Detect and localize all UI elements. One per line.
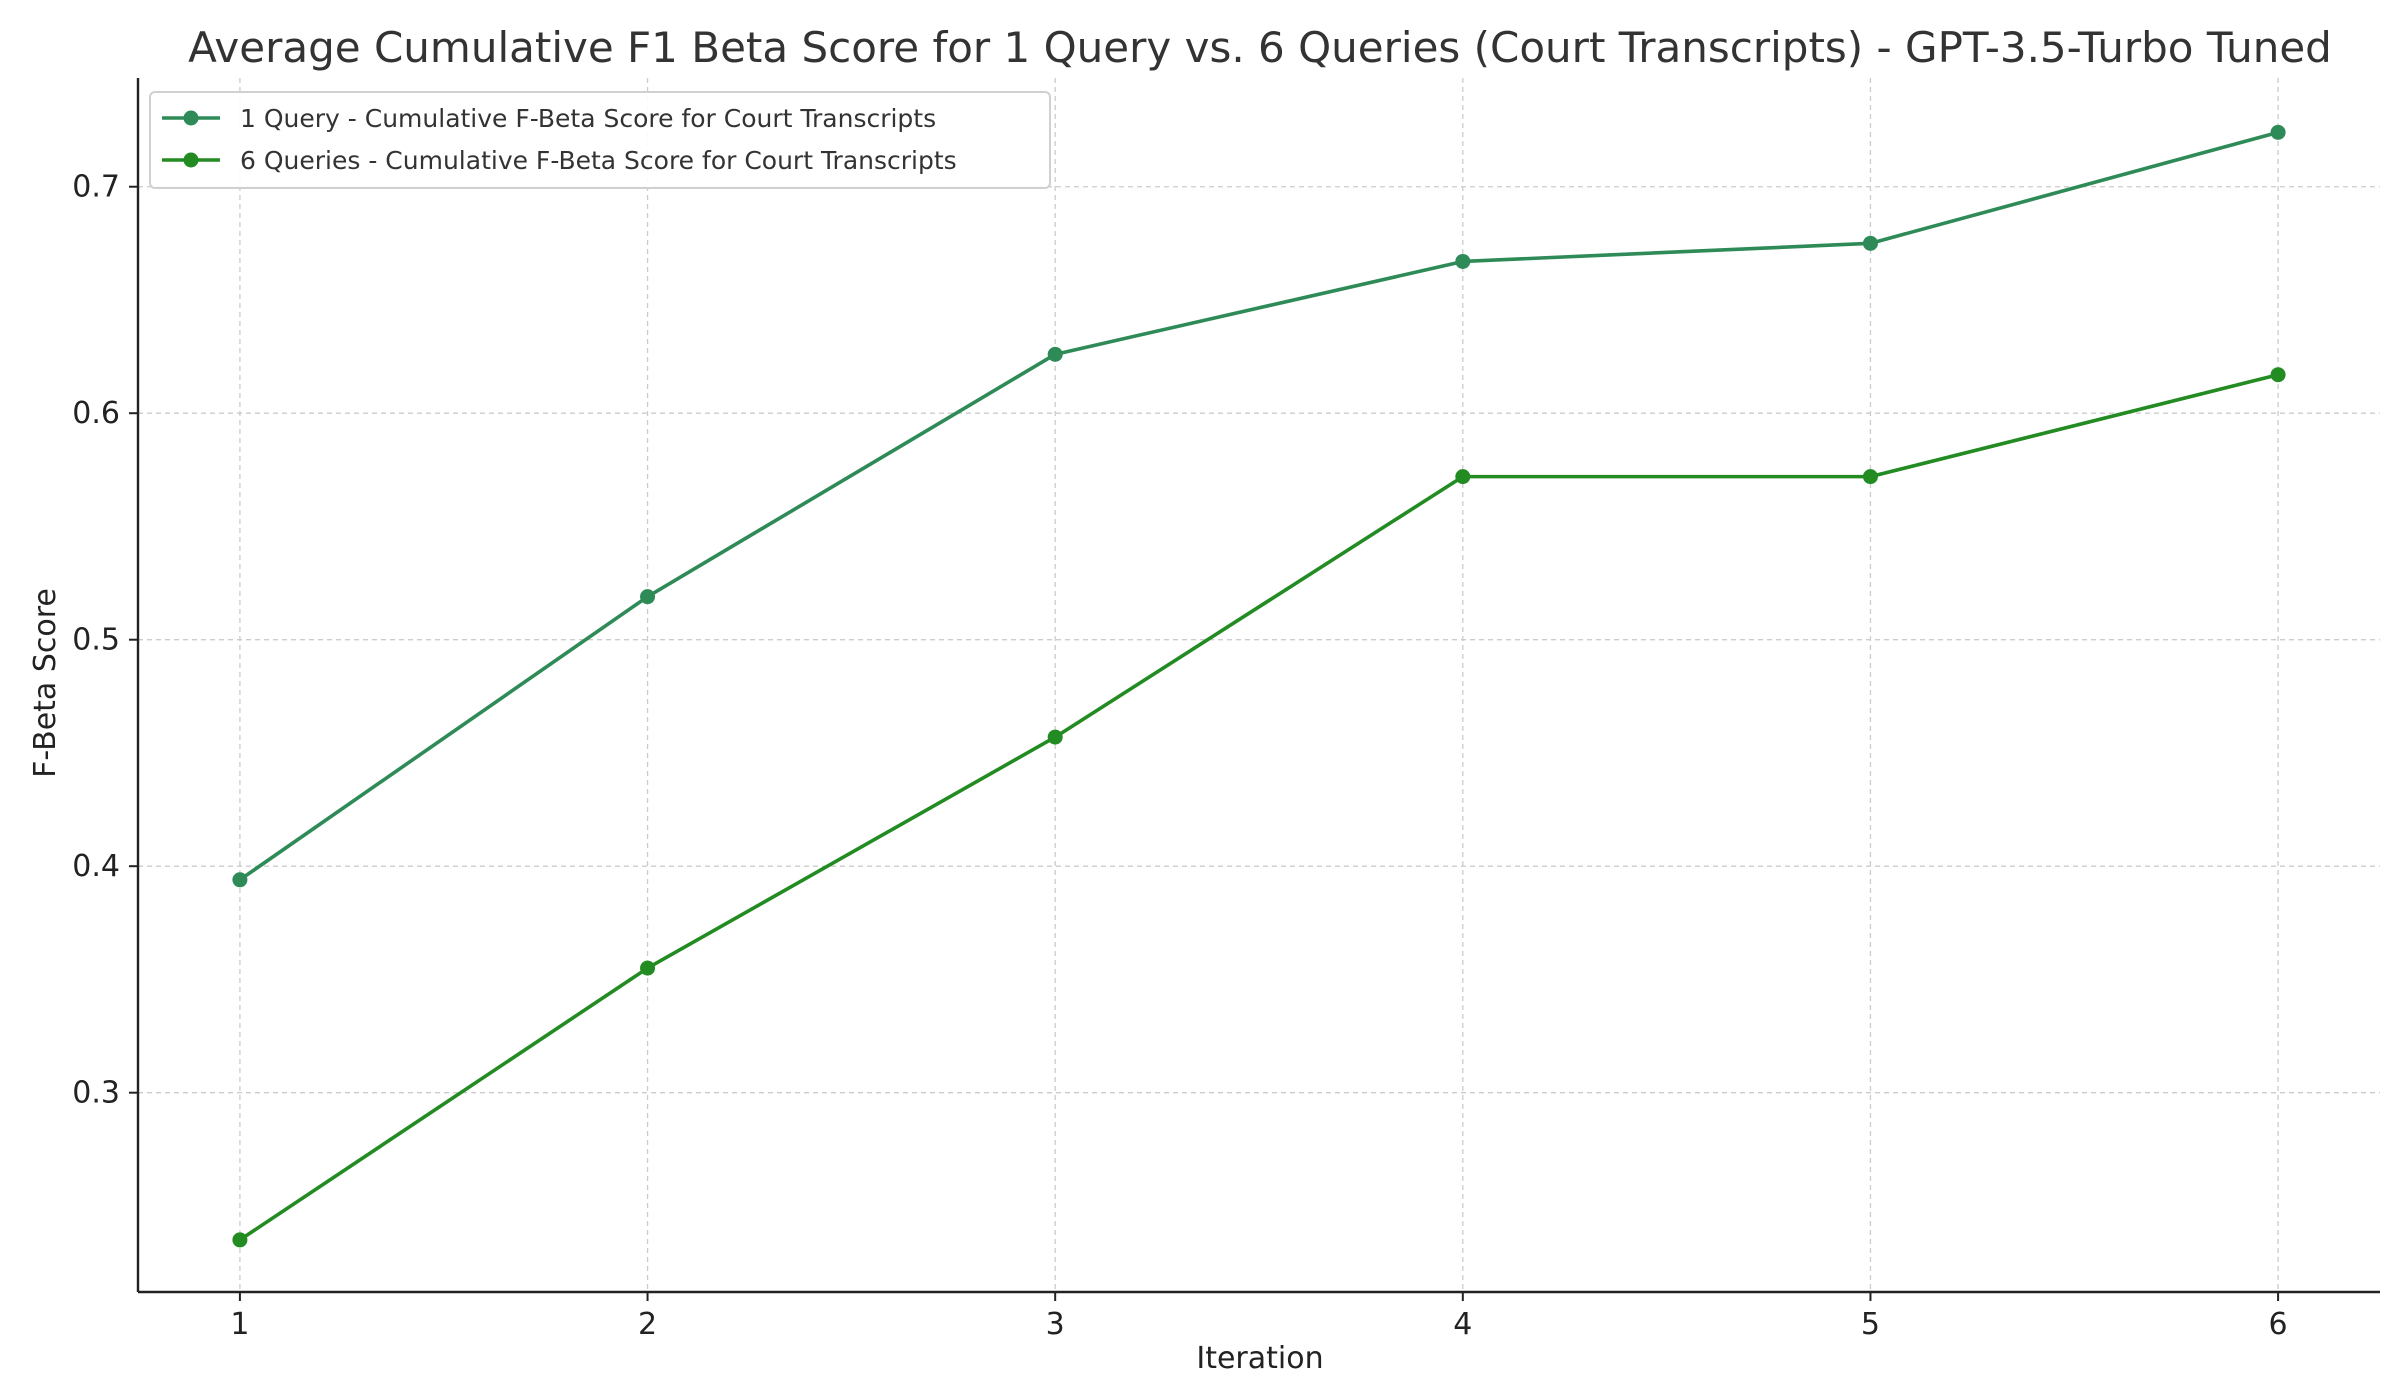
data-point <box>1047 346 1063 362</box>
data-point <box>2270 124 2286 140</box>
y-tick-label: 0.4 <box>72 849 120 884</box>
legend: 1 Query - Cumulative F-Beta Score for Co… <box>149 91 1051 189</box>
series-1 <box>232 124 2286 888</box>
y-tick-label: 0.3 <box>72 1076 120 1111</box>
y-tick-label: 0.7 <box>72 170 120 205</box>
x-tick-label: 1 <box>230 1307 249 1342</box>
legend-item: 6 Queries - Cumulative F-Beta Score for … <box>162 146 957 175</box>
data-point <box>1047 729 1063 745</box>
data-point <box>232 1232 248 1248</box>
series-layer <box>232 124 2286 1248</box>
legend-marker <box>183 152 199 168</box>
chart-title: Average Cumulative F1 Beta Score for 1 Q… <box>188 23 2332 72</box>
y-axis-label: F-Beta Score <box>28 588 63 778</box>
data-point <box>1862 469 1878 485</box>
axes <box>136 78 2380 1294</box>
legend-box <box>149 91 1051 189</box>
x-tick-label: 6 <box>2269 1307 2288 1342</box>
x-axis-label: Iteration <box>1196 1341 1323 1376</box>
y-tick-label: 0.6 <box>72 396 120 431</box>
series-line <box>238 372 2279 1242</box>
legend-label: 1 Query - Cumulative F-Beta Score for Co… <box>240 104 936 133</box>
legend-label: 6 Queries - Cumulative F-Beta Score for … <box>240 146 957 175</box>
data-point <box>640 960 656 976</box>
series-line <box>238 130 2279 882</box>
series-2 <box>232 367 2286 1248</box>
data-point <box>232 872 248 888</box>
x-tick-label: 3 <box>1046 1307 1065 1342</box>
x-tick-label: 2 <box>638 1307 657 1342</box>
data-point <box>640 589 656 605</box>
ticks: 1 2 3 4 5 6 0.3 0.4 0.5 0.6 0.7 <box>72 170 2287 1342</box>
data-point <box>1455 253 1471 269</box>
legend-item: 1 Query - Cumulative F-Beta Score for Co… <box>162 104 936 133</box>
data-point <box>1455 469 1471 485</box>
x-tick-label: 5 <box>1861 1307 1880 1342</box>
data-point <box>2270 367 2286 383</box>
x-tick-label: 4 <box>1453 1307 1472 1342</box>
data-point <box>1862 235 1878 251</box>
legend-marker <box>183 110 199 126</box>
y-tick-label: 0.5 <box>72 623 120 658</box>
